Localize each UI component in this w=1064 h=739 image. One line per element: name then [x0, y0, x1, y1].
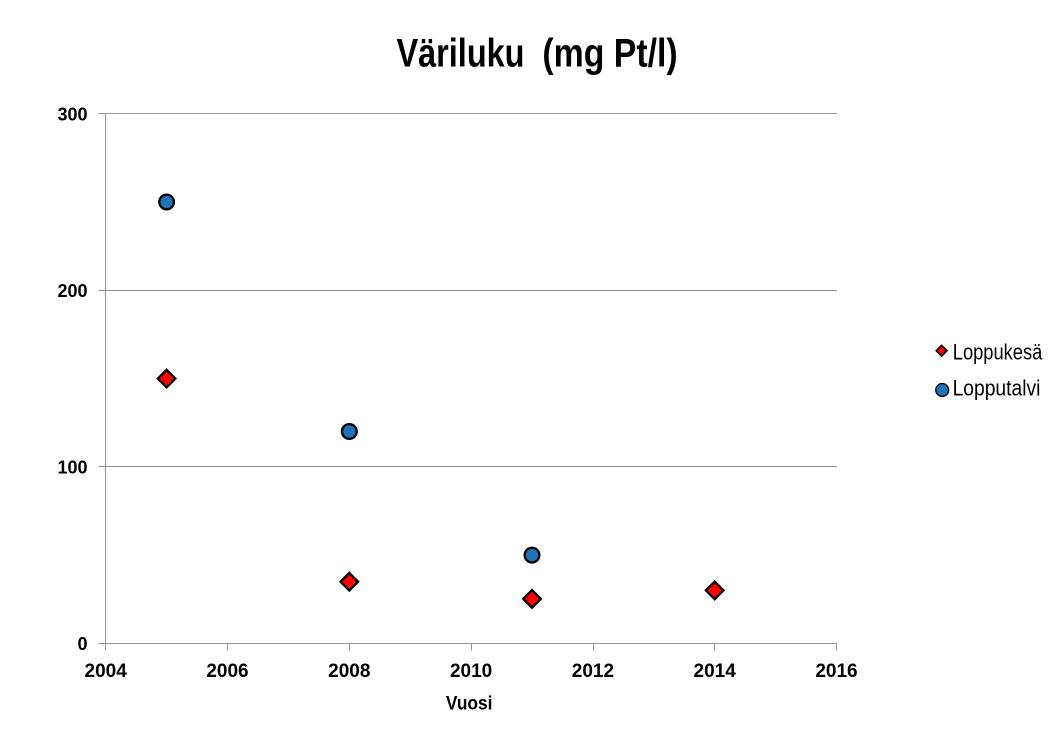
svg-text:2016: 2016	[815, 661, 857, 682]
svg-text:200: 200	[57, 281, 87, 301]
svg-text:Väriluku: Väriluku	[397, 32, 525, 76]
svg-text:100: 100	[57, 457, 87, 477]
svg-text:0: 0	[77, 634, 87, 654]
svg-text:(mg Pt/l): (mg Pt/l)	[542, 32, 677, 76]
svg-text:2012: 2012	[572, 661, 614, 682]
svg-text:Loppukesä: Loppukesä	[953, 339, 1043, 364]
svg-text:2010: 2010	[450, 661, 492, 682]
svg-text:300: 300	[57, 104, 87, 124]
svg-text:2004: 2004	[85, 661, 128, 682]
svg-text:Lopputalvi: Lopputalvi	[953, 376, 1041, 401]
svg-text:2006: 2006	[206, 661, 248, 682]
svg-text:2014: 2014	[694, 661, 737, 682]
svg-text:2008: 2008	[328, 661, 370, 682]
svg-text:Vuosi: Vuosi	[446, 692, 493, 714]
